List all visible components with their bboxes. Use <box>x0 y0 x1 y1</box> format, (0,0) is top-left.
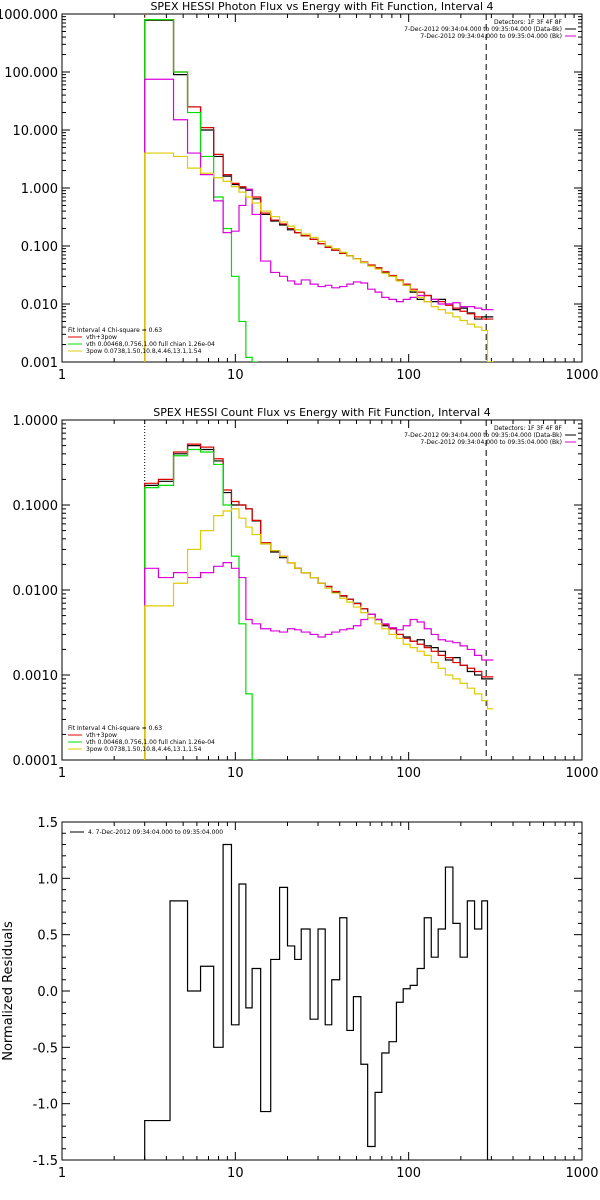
y-tick-label: 1.0000 <box>13 414 59 429</box>
legend-text: Detectors: 1F 3F 4F 8F <box>494 425 563 432</box>
y-tick-label: 0.0001 <box>13 754 59 769</box>
x-tick-label: 1 <box>58 766 66 781</box>
x-tick-label: 100 <box>396 1166 421 1181</box>
legend-text: 3pow 0.0738,1.50,10.8,4.46,13.1,1.54 <box>86 348 202 355</box>
series-line-3 <box>144 78 494 362</box>
y-tick-label: 1.0 <box>37 872 58 887</box>
y-tick-label: 0.1000 <box>13 499 59 514</box>
series-line-2 <box>144 448 258 760</box>
x-tick-label: 1000 <box>565 1166 598 1181</box>
series-line-0 <box>144 843 494 1160</box>
series-line-3 <box>144 562 494 760</box>
y-axis-label: Normalized Residuals <box>1 921 16 1061</box>
y-tick-label: 0.0100 <box>13 584 59 599</box>
plot-frame <box>61 13 583 363</box>
x-tick-label: 1 <box>58 368 66 383</box>
legend-text: 7-Dec-2012 09:34:04.000 to 09:35:04.000 … <box>404 432 562 439</box>
chart-title: SPEX HESSI Photon Flux vs Energy with Fi… <box>150 0 493 13</box>
legend-text: 4. 7-Dec-2012 09:34:04.000 to 09:35:04.0… <box>88 829 223 836</box>
legend-text: vth+3pow <box>86 732 117 739</box>
series-line-4 <box>144 152 494 362</box>
y-tick-label: 0.0010 <box>13 669 59 684</box>
legend-text: vth 0.00468,0.756,1.00 full chian 1.26e-… <box>86 341 215 348</box>
y-tick-label: 0.5 <box>37 929 58 944</box>
y-tick-label: 100.000 <box>4 66 58 81</box>
chart-title: SPEX HESSI Count Flux vs Energy with Fit… <box>153 406 490 419</box>
x-tick-label: 10 <box>227 766 244 781</box>
legend-text: 7-Dec-2012 09:34:04.000 to 09:35:04.000 … <box>420 33 562 40</box>
y-tick-label: 0.100 <box>21 240 58 255</box>
series-line-0 <box>144 19 494 362</box>
x-tick-label: 1000 <box>565 766 598 781</box>
y-tick-label: 0.0 <box>37 985 58 1000</box>
y-tick-label: 1000.000 <box>0 8 58 23</box>
series-line-4 <box>144 508 494 760</box>
plot-frame <box>61 419 583 761</box>
legend-text: Fit Interval 4 Chi-square = 0.63 <box>68 327 162 334</box>
count-flux-panel: SPEX HESSI Count Flux vs Energy with Fit… <box>13 406 599 781</box>
legend-text: 7-Dec-2012 09:34:04.000 to 09:35:04.000 … <box>404 26 562 33</box>
y-tick-label: 1.000 <box>21 182 58 197</box>
legend-text: Fit Interval 4 Chi-square = 0.63 <box>68 725 162 732</box>
y-tick-label: 0.010 <box>21 298 58 313</box>
series-line-1 <box>144 443 494 760</box>
series-line-0 <box>144 444 494 760</box>
x-tick-label: 100 <box>396 766 421 781</box>
plot-frame <box>61 821 583 1161</box>
legend-text: 3pow 0.0738,1.50,10.8,4.46,13.1,1.54 <box>86 746 202 753</box>
photon-flux-panel: SPEX HESSI Photon Flux vs Energy with Fi… <box>0 0 599 383</box>
legend-text: 7-Dec-2012 09:34:04.000 to 09:35:04.000 … <box>420 439 562 446</box>
legend-text: Detectors: 1F 3F 4F 8F <box>494 19 563 26</box>
series-line-2 <box>144 19 258 362</box>
x-tick-label: 10 <box>227 1166 244 1181</box>
y-tick-label: -1.5 <box>33 1154 58 1169</box>
series-line-1 <box>144 19 494 362</box>
y-tick-label: 1.5 <box>37 816 58 831</box>
x-tick-label: 1000 <box>565 368 598 383</box>
legend-text: vth 0.00468,0.756,1.00 full chian 1.26e-… <box>86 739 215 746</box>
y-tick-label: 0.001 <box>21 356 58 371</box>
residuals-panel: 1 10 100 1000 -1.5 -1.0 -0.5 0.0 0.5 1.0 1.5 Normal… <box>1 816 599 1181</box>
y-tick-label: -0.5 <box>33 1041 58 1056</box>
x-tick-label: 10 <box>227 368 244 383</box>
x-tick-label: 100 <box>396 368 421 383</box>
y-tick-label: 10.000 <box>13 124 59 139</box>
y-tick-label: -1.0 <box>33 1098 58 1113</box>
x-tick-label: 1 <box>58 1166 66 1181</box>
legend-text: vth+3pow <box>86 334 117 341</box>
